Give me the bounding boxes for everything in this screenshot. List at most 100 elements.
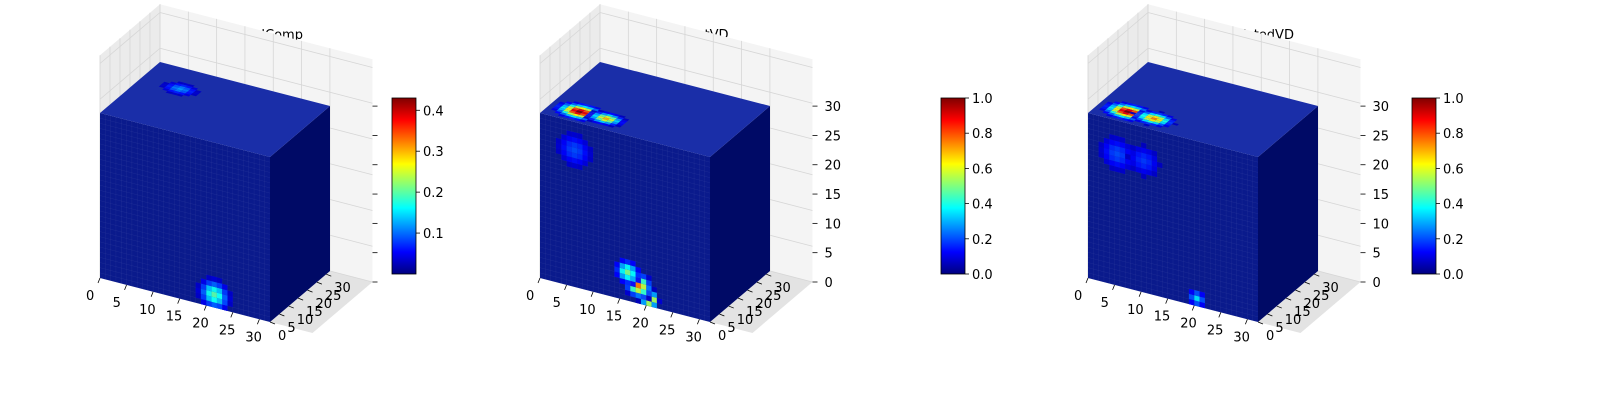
voxel-hotspot <box>1146 169 1152 176</box>
x-tick-label: 10 <box>139 303 156 318</box>
voxel-hotspot <box>1103 142 1110 150</box>
voxel-edge <box>99 236 271 281</box>
voxel-hotspot <box>554 111 562 114</box>
colorbar-tick-label: 0.2 <box>1443 233 1464 248</box>
voxel-hotspot <box>560 106 568 110</box>
voxel-hotspot <box>582 154 588 162</box>
grid-line <box>599 47 813 104</box>
voxel-hotspot <box>1168 119 1176 123</box>
x-tick-label: 5 <box>113 296 121 311</box>
colorbar-tick-label: 0.1 <box>423 227 444 242</box>
voxel-hotspot <box>178 92 186 96</box>
y-tick-label: 10 <box>737 313 754 328</box>
y-tick-mark <box>297 297 304 301</box>
y-tick-mark <box>1257 321 1264 325</box>
colorbar-tick-label: 0.0 <box>972 268 993 283</box>
voxel-hotspot <box>630 260 636 267</box>
voxel-edge <box>99 143 271 189</box>
voxel-hotspot <box>216 287 223 295</box>
voxel-hotspot <box>160 83 168 87</box>
colorbar-tick-label: 0.6 <box>1443 162 1464 177</box>
voxel-edge <box>99 200 271 245</box>
x-tick-mark <box>643 305 647 311</box>
cube-top-face <box>100 62 330 157</box>
grid-line <box>159 12 373 68</box>
z-tick-label: 30 <box>825 100 842 115</box>
voxel-edge <box>1087 200 1259 245</box>
voxel-hotspot <box>1148 112 1157 116</box>
voxel-hotspot <box>566 140 572 147</box>
voxel-hotspot <box>579 107 587 111</box>
voxel-edge <box>99 221 271 266</box>
x-tick-label: 5 <box>1101 296 1109 311</box>
colorbar-tick-label: 0.4 <box>1443 198 1464 213</box>
voxel-hotspot <box>555 142 562 150</box>
x-tick-mark <box>1138 291 1142 297</box>
voxel-hotspot <box>614 271 620 278</box>
voxel-hotspot <box>1118 102 1127 106</box>
voxel-hotspot <box>1130 144 1136 152</box>
voxel-hotspot <box>1109 149 1115 156</box>
voxel-hotspot <box>206 295 212 302</box>
voxel-hotspot <box>580 117 589 121</box>
x-tick-label: 25 <box>219 323 236 338</box>
grid-line <box>599 12 813 68</box>
voxel-hotspot <box>1126 102 1134 106</box>
voxel-hotspot <box>189 88 197 92</box>
voxel-edge <box>99 246 271 292</box>
voxel-hotspot <box>614 261 620 268</box>
colorbar-tick-label: 0.0 <box>1443 268 1464 283</box>
voxel-hotspot <box>1188 293 1195 301</box>
y-tick-mark <box>307 289 313 293</box>
voxel-hotspot <box>1127 113 1135 117</box>
voxel-hotspot <box>1120 101 1128 105</box>
voxel-hotspot <box>216 292 223 300</box>
voxel-hotspot <box>1127 119 1135 123</box>
voxel-hotspot <box>1098 151 1104 159</box>
voxel-hotspot <box>1102 104 1110 108</box>
voxel-hotspot <box>1106 101 1114 105</box>
voxel-hotspot <box>619 257 625 264</box>
voxel-hotspot <box>587 146 594 153</box>
voxel-hotspot <box>1125 153 1131 161</box>
y-tick-mark <box>1276 305 1282 309</box>
voxel-hotspot <box>211 286 217 293</box>
voxel-hotspot <box>604 115 612 119</box>
voxel-hotspot <box>1188 299 1195 306</box>
y-tick-mark <box>326 273 332 277</box>
y-tick-mark <box>316 281 323 285</box>
voxel-hotspot <box>1121 118 1129 121</box>
voxel-hotspot <box>178 86 186 89</box>
y-tick-mark <box>756 281 763 285</box>
voxel-hotspot <box>211 296 217 304</box>
voxel-edge <box>1087 210 1259 256</box>
voxel-hotspot <box>1119 136 1126 144</box>
voxel-edge <box>539 231 711 276</box>
voxel-hotspot <box>552 106 560 110</box>
voxel-hotspot <box>1145 115 1153 119</box>
voxel-hotspot <box>1114 145 1120 153</box>
voxel-hotspot <box>646 279 652 287</box>
voxel-hotspot <box>550 108 559 111</box>
voxel-hotspot <box>575 116 583 120</box>
voxel-hotspot <box>1139 114 1148 118</box>
voxel-edge <box>99 169 271 214</box>
voxel-hotspot <box>1128 117 1137 121</box>
voxel-hotspot <box>630 280 636 288</box>
voxel-hotspot <box>190 87 199 91</box>
voxel-hotspot <box>582 116 590 120</box>
y-tick-label: 15 <box>746 305 763 320</box>
voxel-hotspot <box>625 269 631 276</box>
voxel-hotspot <box>630 275 636 283</box>
voxel-hotspot <box>172 90 180 94</box>
z-tick-label: 15 <box>825 188 842 203</box>
voxel-hotspot <box>183 87 191 91</box>
voxel-hotspot <box>587 156 594 163</box>
voxel-hotspot <box>1171 122 1179 126</box>
voxel-hotspot <box>570 115 578 119</box>
voxel-hotspot <box>561 149 567 156</box>
y-tick-mark <box>1304 281 1311 285</box>
voxel-hotspot <box>625 274 631 281</box>
voxel-hotspot <box>1118 108 1126 112</box>
voxel-edge <box>539 169 711 214</box>
